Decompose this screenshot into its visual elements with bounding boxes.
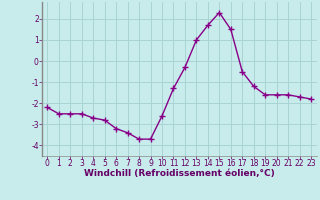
X-axis label: Windchill (Refroidissement éolien,°C): Windchill (Refroidissement éolien,°C) (84, 169, 275, 178)
